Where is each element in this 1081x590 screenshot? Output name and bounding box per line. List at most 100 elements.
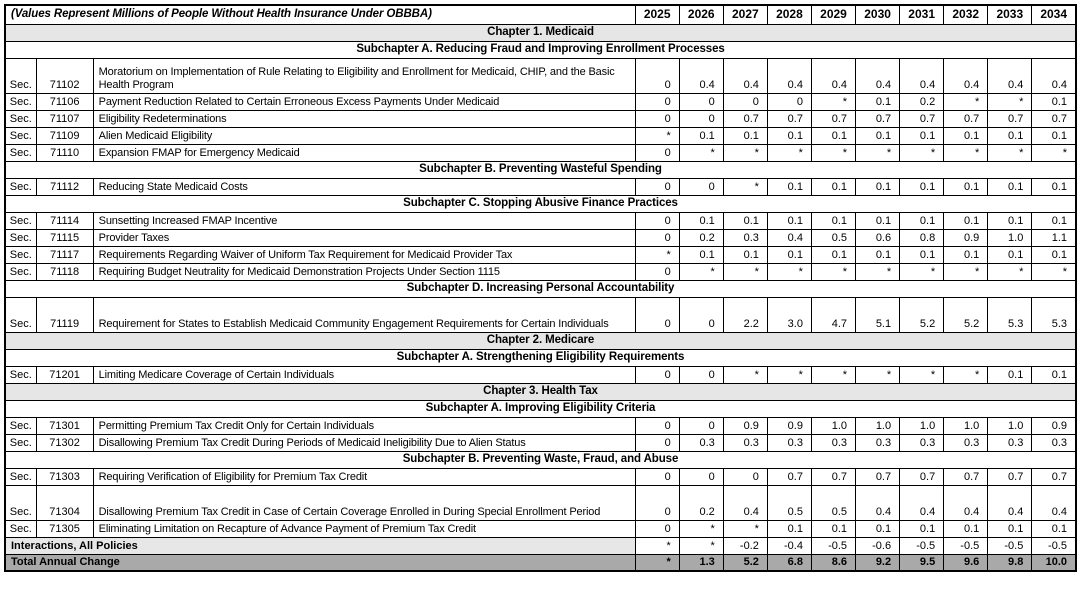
section-prefix: Sec. <box>4 262 37 281</box>
value-2034: 0.1 <box>1031 245 1077 264</box>
table-body: (Values Represent Millions of People Wit… <box>4 4 1077 572</box>
section-prefix: Sec. <box>4 211 37 230</box>
value-2029: 8.6 <box>810 553 857 572</box>
value-2030: 0.1 <box>855 245 901 264</box>
value-2027: 0.7 <box>722 109 768 128</box>
value-2031: * <box>899 365 945 384</box>
section-row-71107: Sec. 71107 Eligibility Redeterminations 0 0 0… <box>4 109 1077 128</box>
section-number: 71112 <box>35 177 94 196</box>
value-2031: 0.4 <box>899 484 945 521</box>
value-2029: * <box>810 365 857 384</box>
value-2031: 0.1 <box>899 245 945 264</box>
chapter-row: Chapter 2. Medicare <box>4 331 1077 350</box>
section-number: 71114 <box>35 211 94 230</box>
value-2033: 0.1 <box>987 365 1033 384</box>
value-2032: -0.5 <box>943 536 989 555</box>
section-row-71304: Sec. 71304 Disallowing Premium Tax Credit … <box>4 484 1077 521</box>
value-2034: 0.1 <box>1031 365 1077 384</box>
section-description: Permitting Premium Tax Credit Only for C… <box>92 416 636 435</box>
value-2033: 0.1 <box>987 177 1033 196</box>
value-2034: 0.1 <box>1031 211 1077 230</box>
value-2031: 0.1 <box>899 519 945 538</box>
section-number: 71303 <box>35 467 94 486</box>
section-number: 71117 <box>35 245 94 264</box>
value-2025: * <box>634 536 680 555</box>
value-2026: 0.2 <box>678 228 724 247</box>
value-2033: 5.3 <box>987 296 1033 333</box>
section-number: 71201 <box>35 365 94 384</box>
value-2027: 0 <box>722 92 768 111</box>
value-2034: 1.1 <box>1031 228 1077 247</box>
value-2031: 0.1 <box>899 126 945 145</box>
value-2027: * <box>722 519 768 538</box>
value-2033: 0.1 <box>987 126 1033 145</box>
value-2034: -0.5 <box>1031 536 1077 555</box>
value-2027: 0.3 <box>722 433 768 452</box>
value-2029: * <box>810 92 857 111</box>
value-2029: * <box>810 143 857 162</box>
value-2027: 0 <box>722 467 768 486</box>
value-2032: 0.1 <box>943 245 989 264</box>
value-2027: * <box>722 365 768 384</box>
value-2030: 0.1 <box>855 177 901 196</box>
value-2029: 0.1 <box>810 177 857 196</box>
subchapter-row: Subchapter A. Reducing Fraud and Improvi… <box>4 40 1077 59</box>
value-2034: 0.7 <box>1031 109 1077 128</box>
value-2031: * <box>899 262 945 281</box>
value-2027: 0.1 <box>722 211 768 230</box>
value-2034: 0.7 <box>1031 467 1077 486</box>
value-2026: 0.1 <box>678 245 724 264</box>
value-2027: 0.4 <box>722 484 768 521</box>
value-2032: * <box>943 92 989 111</box>
value-2029: 0.5 <box>810 484 857 521</box>
value-2026: * <box>678 519 724 538</box>
value-2027: 5.2 <box>722 553 768 572</box>
value-2026: 0 <box>678 92 724 111</box>
year-header-2025: 2025 <box>634 4 680 25</box>
value-2031: 0.7 <box>899 109 945 128</box>
section-row-71201: Sec. 71201 Limiting Medicare Coverage of C… <box>4 365 1077 384</box>
value-2032: 0.1 <box>943 177 989 196</box>
year-header-2028: 2028 <box>766 4 812 25</box>
value-2032: * <box>943 365 989 384</box>
value-2034: 0.4 <box>1031 484 1077 521</box>
value-2031: 0.8 <box>899 228 945 247</box>
value-2029: 0.7 <box>810 467 857 486</box>
value-2033: -0.5 <box>987 536 1033 555</box>
value-2025: 0 <box>634 109 680 128</box>
section-description: Limiting Medicare Coverage of Certain In… <box>92 365 636 384</box>
section-row-71102: Sec. 71102 Moratorium on Implementation of… <box>4 57 1077 94</box>
chapter-label: Chapter 1. Medicaid <box>4 23 1077 42</box>
value-2030: 9.2 <box>855 553 901 572</box>
value-2030: 5.1 <box>855 296 901 333</box>
value-2031: 5.2 <box>899 296 945 333</box>
value-2030: 0.1 <box>855 211 901 230</box>
value-2032: 0.9 <box>943 228 989 247</box>
section-row-71118: Sec. 71118 Requiring Budget Neutrality for… <box>4 262 1077 281</box>
year-header-2030: 2030 <box>855 4 901 25</box>
section-prefix: Sec. <box>4 143 37 162</box>
value-2029: 0.1 <box>810 519 857 538</box>
value-2028: 0.7 <box>766 109 812 128</box>
year-header-2027: 2027 <box>722 4 768 25</box>
section-row-71114: Sec. 71114 Sunsetting Increased FMAP Incen… <box>4 211 1077 230</box>
value-2025: * <box>634 245 680 264</box>
value-2031: * <box>899 143 945 162</box>
value-2030: 0.1 <box>855 126 901 145</box>
section-prefix: Sec. <box>4 416 37 435</box>
section-prefix: Sec. <box>4 109 37 128</box>
value-2030: 0.1 <box>855 92 901 111</box>
value-2029: 0.1 <box>810 126 857 145</box>
year-header-2026: 2026 <box>678 4 724 25</box>
subchapter-row: Subchapter B. Preventing Waste, Fraud, a… <box>4 450 1077 469</box>
subchapter-label: Subchapter D. Increasing Personal Accoun… <box>4 279 1077 298</box>
value-2029: 0.5 <box>810 228 857 247</box>
value-2025: 0 <box>634 143 680 162</box>
section-description: Moratorium on Implementation of Rule Rel… <box>92 57 636 94</box>
value-2027: 0.1 <box>722 126 768 145</box>
value-2027: * <box>722 262 768 281</box>
subchapter-row: Subchapter A. Improving Eligibility Crit… <box>4 399 1077 418</box>
section-prefix: Sec. <box>4 57 37 94</box>
value-2025: 0 <box>634 177 680 196</box>
year-header-2034: 2034 <box>1031 4 1077 25</box>
